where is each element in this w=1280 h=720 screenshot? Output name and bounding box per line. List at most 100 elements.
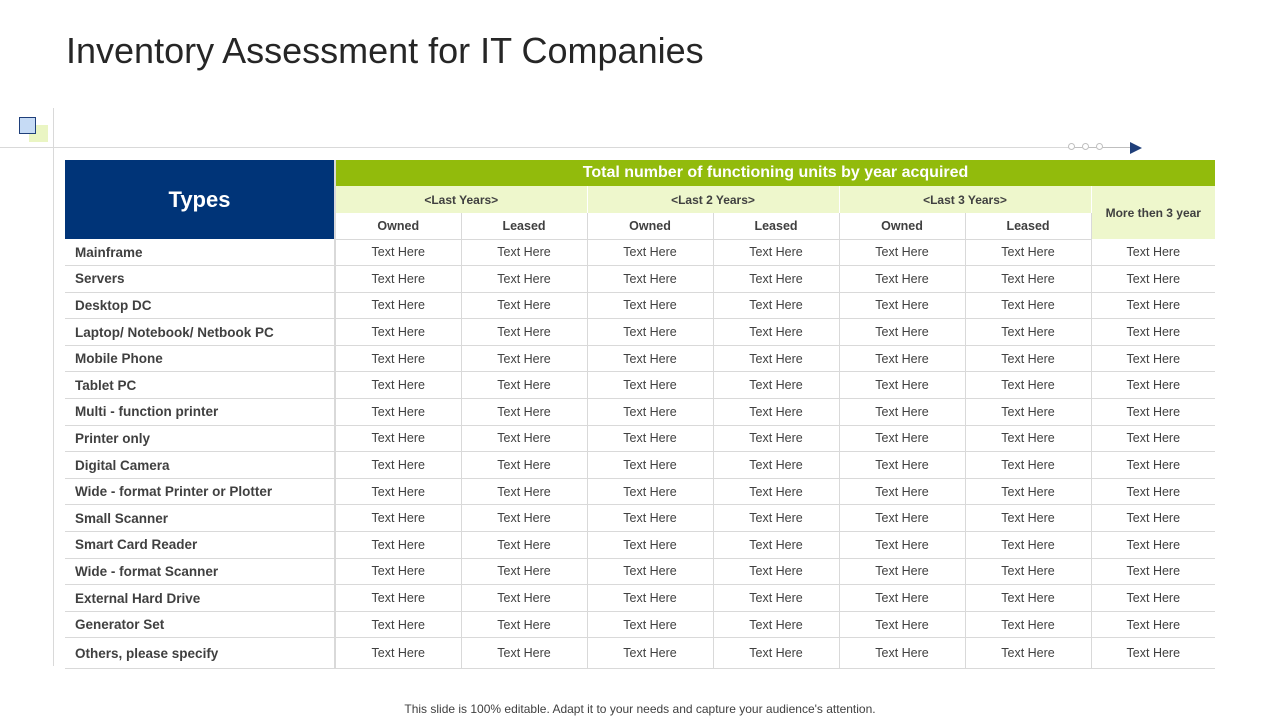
type-label: Digital Camera <box>65 451 336 479</box>
table-cell: Text Here <box>1091 398 1216 426</box>
progress-arrow-icon <box>1068 142 1148 154</box>
type-label: Mainframe <box>65 239 336 267</box>
type-label: Mobile Phone <box>65 345 336 373</box>
table-cell: Text Here <box>713 239 840 267</box>
owned-header: Owned <box>587 213 714 240</box>
table-cell: Text Here <box>713 504 840 533</box>
table-row: Small Scanner Text Here Text Here Text Here… <box>65 504 1216 533</box>
table-cell: Text Here <box>461 504 588 533</box>
table-cell: Text Here <box>1091 584 1216 612</box>
type-label: Generator Set <box>65 611 336 639</box>
table-cell: Text Here <box>461 451 588 479</box>
table-cell: Text Here <box>335 451 462 479</box>
table-cell: Text Here <box>965 371 1092 400</box>
type-label: Wide - format Printer or Plotter <box>65 478 336 506</box>
table-cell: Text Here <box>1091 265 1216 293</box>
type-label: Wide - format Scanner <box>65 558 336 586</box>
table-cell: Text Here <box>1091 371 1216 400</box>
year-group-header: <Last 2 Years> <box>587 186 840 213</box>
more-than-3-year-header: More then 3 year <box>1091 186 1216 239</box>
leased-header: Leased <box>461 213 588 240</box>
table-cell: Text Here <box>587 478 714 506</box>
table-cell: Text Here <box>713 451 840 479</box>
type-label: Smart Card Reader <box>65 531 336 559</box>
table-cell: Text Here <box>461 371 588 400</box>
table-cell: Text Here <box>587 398 714 426</box>
table-cell: Text Here <box>839 239 966 267</box>
table-cell: Text Here <box>713 425 840 453</box>
table-cell: Text Here <box>839 425 966 453</box>
table-cell: Text Here <box>1091 239 1216 267</box>
footer-note: This slide is 100% editable. Adapt it to… <box>404 702 876 716</box>
table-row: Desktop DC Text Here Text Here Text Here Tex… <box>65 292 1216 320</box>
table-cell: Text Here <box>713 478 840 506</box>
table-cell: Text Here <box>335 318 462 346</box>
table-cell: Text Here <box>335 504 462 533</box>
table-row: Wide - format Scanner Text Here Text Here T… <box>65 558 1216 586</box>
table-cell: Text Here <box>461 265 588 293</box>
table-cell: Text Here <box>839 345 966 373</box>
type-label: Small Scanner <box>65 504 336 533</box>
table-cell: Text Here <box>587 292 714 320</box>
table-cell: Text Here <box>461 239 588 267</box>
top-divider-line <box>0 147 1130 148</box>
table-cell: Text Here <box>335 239 462 267</box>
table-cell: Text Here <box>1091 558 1216 586</box>
total-units-header: Total number of functioning units by yea… <box>335 160 1216 186</box>
table-cell: Text Here <box>587 451 714 479</box>
table-cell: Text Here <box>965 318 1092 346</box>
table-row: Generator Set Text Here Text Here Text Here… <box>65 611 1216 639</box>
inventory-table: Types Total number of functioning units … <box>65 160 1216 670</box>
table-row: Tablet PC Text Here Text Here Text Here Text… <box>65 371 1216 400</box>
table-cell: Text Here <box>965 265 1092 293</box>
table-cell: Text Here <box>461 637 588 670</box>
table-cell: Text Here <box>461 558 588 586</box>
table-row: Digital Camera Text Here Text Here Text Her… <box>65 451 1216 479</box>
table-cell: Text Here <box>713 637 840 670</box>
table-cell: Text Here <box>587 558 714 586</box>
table-cell: Text Here <box>335 531 462 559</box>
table-cell: Text Here <box>335 584 462 612</box>
table-row: Wide - format Printer or Plotter Text Her… <box>65 478 1216 506</box>
table-cell: Text Here <box>587 611 714 639</box>
table-row: Multi - function printer Text Here Text He… <box>65 398 1216 426</box>
table-row: Others, please specify Text Here Text Here… <box>65 637 1216 670</box>
table-cell: Text Here <box>461 398 588 426</box>
table-cell: Text Here <box>965 611 1092 639</box>
type-label: Multi - function printer <box>65 398 336 426</box>
table-cell: Text Here <box>713 345 840 373</box>
table-cell: Text Here <box>587 637 714 670</box>
table-cell: Text Here <box>839 451 966 479</box>
table-cell: Text Here <box>839 265 966 293</box>
table-cell: Text Here <box>1091 345 1216 373</box>
table-row: Printer only Text Here Text Here Text Here T… <box>65 425 1216 453</box>
table-cell: Text Here <box>335 611 462 639</box>
table-cell: Text Here <box>461 292 588 320</box>
table-cell: Text Here <box>587 239 714 267</box>
table-cell: Text Here <box>1091 637 1216 670</box>
type-label: Desktop DC <box>65 292 336 320</box>
owned-header: Owned <box>839 213 966 240</box>
table-cell: Text Here <box>461 584 588 612</box>
table-cell: Text Here <box>1091 478 1216 506</box>
leased-header: Leased <box>965 213 1092 240</box>
table-cell: Text Here <box>713 398 840 426</box>
table-cell: Text Here <box>839 611 966 639</box>
type-label: Laptop/ Notebook/ Netbook PC <box>65 318 336 346</box>
table-cell: Text Here <box>335 371 462 400</box>
leased-header: Leased <box>713 213 840 240</box>
table-cell: Text Here <box>713 611 840 639</box>
table-cell: Text Here <box>839 584 966 612</box>
table-cell: Text Here <box>587 504 714 533</box>
table-cell: Text Here <box>713 265 840 293</box>
table-cell: Text Here <box>839 504 966 533</box>
year-group-header: <Last Years> <box>335 186 588 213</box>
table-cell: Text Here <box>335 637 462 670</box>
table-cell: Text Here <box>335 265 462 293</box>
table-cell: Text Here <box>1091 292 1216 320</box>
table-cell: Text Here <box>839 318 966 346</box>
table-cell: Text Here <box>335 292 462 320</box>
table-cell: Text Here <box>713 531 840 559</box>
table-row: Mobile Phone Text Here Text Here Text Here T… <box>65 345 1216 373</box>
table-cell: Text Here <box>965 398 1092 426</box>
